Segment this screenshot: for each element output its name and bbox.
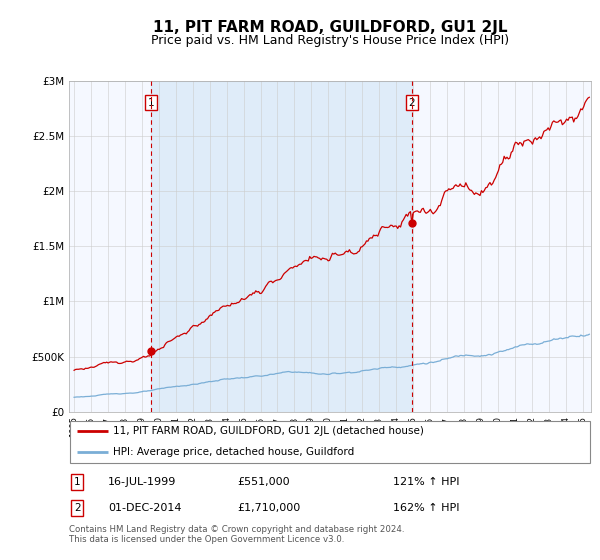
Text: This data is licensed under the Open Government Licence v3.0.: This data is licensed under the Open Gov…	[69, 535, 344, 544]
Text: 11, PIT FARM ROAD, GUILDFORD, GU1 2JL: 11, PIT FARM ROAD, GUILDFORD, GU1 2JL	[153, 20, 507, 35]
Text: 2: 2	[409, 98, 415, 108]
Text: 16-JUL-1999: 16-JUL-1999	[108, 477, 176, 487]
FancyBboxPatch shape	[70, 421, 590, 463]
Text: £1,710,000: £1,710,000	[237, 503, 300, 513]
Text: 11, PIT FARM ROAD, GUILDFORD, GU1 2JL (detached house): 11, PIT FARM ROAD, GUILDFORD, GU1 2JL (d…	[113, 426, 424, 436]
Text: Contains HM Land Registry data © Crown copyright and database right 2024.: Contains HM Land Registry data © Crown c…	[69, 525, 404, 534]
Text: 1: 1	[148, 98, 154, 108]
Text: 01-DEC-2014: 01-DEC-2014	[108, 503, 182, 513]
Bar	[151, 81, 412, 412]
Text: £551,000: £551,000	[237, 477, 290, 487]
Text: 1: 1	[74, 477, 80, 487]
Text: Price paid vs. HM Land Registry's House Price Index (HPI): Price paid vs. HM Land Registry's House …	[151, 34, 509, 46]
Text: 162% ↑ HPI: 162% ↑ HPI	[393, 503, 460, 513]
Text: 121% ↑ HPI: 121% ↑ HPI	[393, 477, 460, 487]
Text: HPI: Average price, detached house, Guildford: HPI: Average price, detached house, Guil…	[113, 447, 355, 458]
Text: 2: 2	[74, 503, 80, 513]
